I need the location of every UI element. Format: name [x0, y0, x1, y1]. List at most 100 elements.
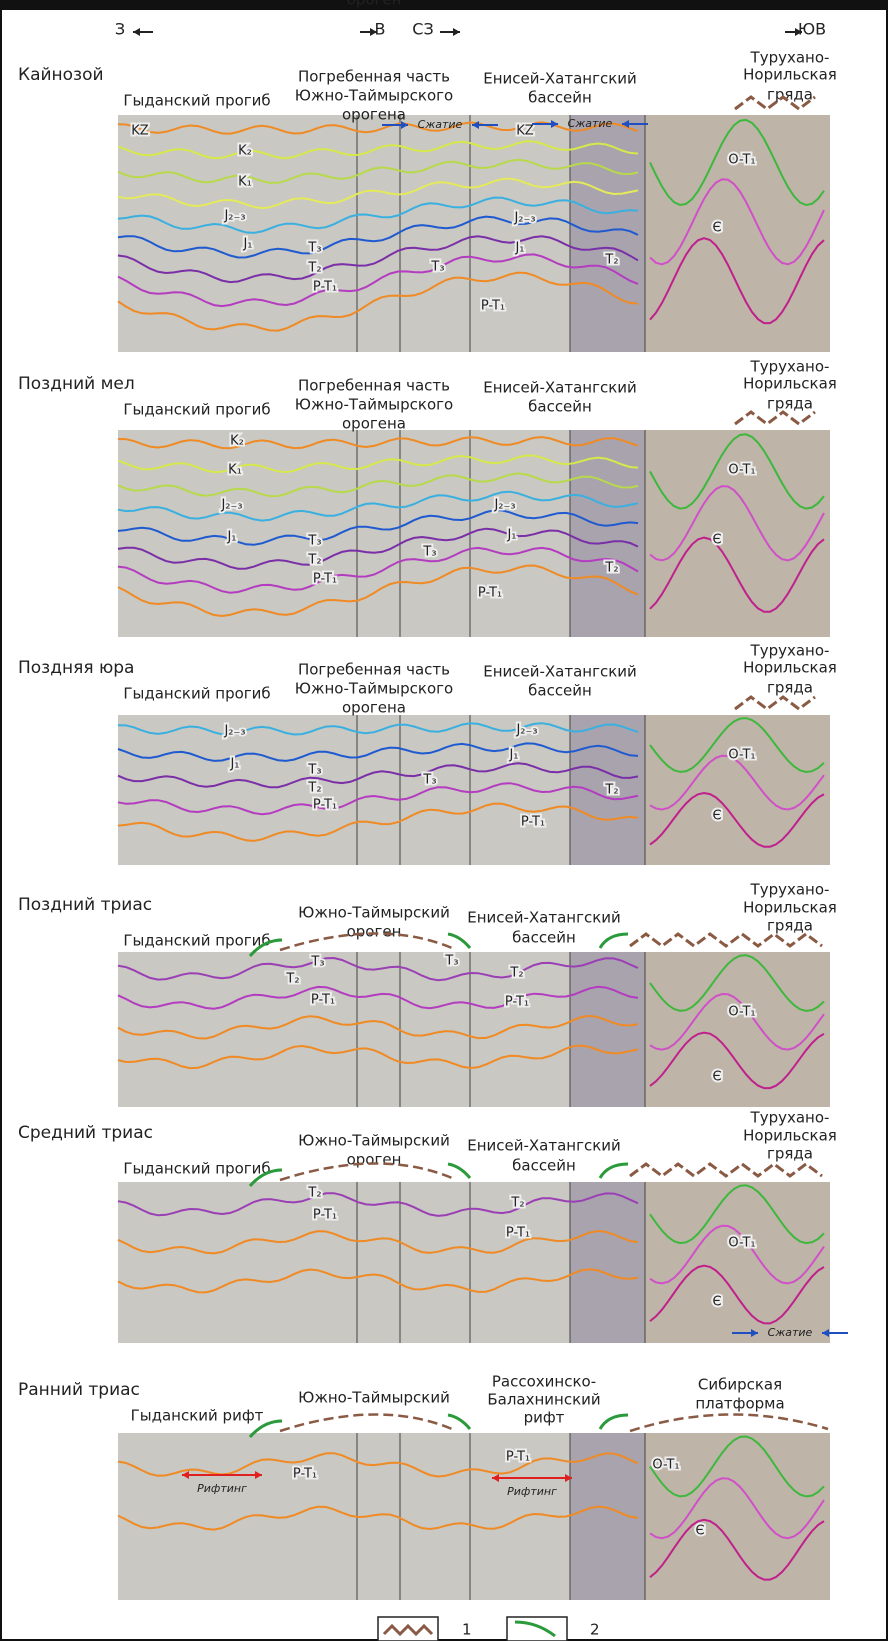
platform-horizon — [649, 791, 825, 848]
arrow-head — [453, 28, 460, 36]
legend-label: 2 — [590, 1621, 600, 1639]
horizon — [117, 1044, 639, 1070]
layer-label: P-T₁ — [481, 299, 505, 314]
region-label: Сибирская — [698, 1376, 782, 1394]
layer-label: J₁ — [514, 241, 524, 256]
layer-label: O-T₁ — [728, 1005, 755, 1020]
horizon — [117, 509, 639, 546]
layer-label: P-T₁ — [506, 1450, 530, 1465]
layer-label: J₂₋₃ — [513, 211, 535, 226]
push-arrow — [598, 932, 629, 949]
seismic-section-right — [645, 430, 830, 637]
note: Рифтинг — [507, 1485, 557, 1498]
ridge-zigzag — [734, 410, 816, 426]
region-label: Южно-Таймырский — [298, 1389, 450, 1407]
horizon — [117, 782, 639, 816]
horizon — [117, 956, 639, 982]
layer-label: T₂ — [510, 1196, 524, 1211]
layer-label: J₁ — [229, 757, 239, 772]
region-label: платформа — [695, 1395, 784, 1413]
layer-label: T₂ — [307, 261, 321, 276]
arrow-head — [822, 1329, 829, 1337]
horizon — [117, 215, 639, 259]
horizon — [117, 271, 639, 332]
horizon — [117, 564, 639, 618]
layer-label: K₁ — [238, 175, 252, 190]
arrow-head — [182, 1471, 189, 1479]
note: Сжатие — [568, 117, 613, 130]
region-label: Южно-Таймырский — [298, 904, 450, 922]
panel-title: Ранний триас — [18, 1380, 140, 1400]
region-label: Турухано- — [750, 358, 830, 376]
region-label: Турухано- — [750, 642, 830, 660]
horizon — [117, 472, 639, 498]
horizon — [117, 546, 639, 594]
region-label: Балахнинский — [487, 1391, 600, 1409]
layer-label: T₂ — [509, 966, 523, 981]
region-label: Южно-Таймырского — [295, 680, 453, 698]
region-label: Турухано- — [750, 1109, 830, 1127]
horizon — [117, 158, 639, 184]
legend-label: 1 — [462, 1621, 472, 1639]
region-label: гряда — [767, 86, 813, 104]
layer-label: J₂₋₃ — [223, 724, 245, 739]
layer-label: T₂ — [604, 561, 618, 576]
region-label: бассейн — [528, 398, 592, 416]
horizon — [117, 1192, 639, 1217]
arrow-head — [795, 28, 802, 36]
seismic-section-mid — [570, 715, 645, 865]
platform-horizon — [649, 1184, 825, 1245]
seismic-section-right — [645, 952, 830, 1107]
push-arrow — [447, 1413, 472, 1430]
arrow-head — [401, 121, 408, 129]
orogen-outline — [279, 1413, 453, 1433]
region-label: Енисей-Хатангский — [467, 909, 621, 927]
region-label: Южно-Таймырского — [295, 87, 453, 105]
region-label: Енисей-Хатангский — [483, 379, 637, 397]
layer-label: P-T₁ — [505, 995, 529, 1010]
horizon — [117, 985, 639, 1010]
layer-label: Є — [712, 809, 721, 824]
note: Рифтинг — [197, 1482, 247, 1495]
region-label: Норильская — [743, 375, 837, 393]
layer-label: P-T₁ — [293, 1467, 317, 1482]
horizon — [117, 454, 639, 474]
seismic-section-mid — [570, 115, 645, 352]
platform-horizon — [649, 1435, 825, 1498]
orogen-outline — [279, 932, 453, 952]
layer-label: T₂ — [307, 553, 321, 568]
push-arrow — [598, 1413, 629, 1430]
platform-horizon — [649, 1518, 825, 1581]
region-label: орогена — [342, 415, 406, 433]
region-label: Норильская — [743, 899, 837, 917]
arrow-head — [133, 28, 140, 36]
region-label: Южно-Таймырский — [298, 1132, 450, 1150]
region-label: Погребенная часть — [298, 377, 450, 395]
push-arrow — [447, 1162, 472, 1179]
region-label: орогена — [342, 699, 406, 717]
layer-label: J₂₋₃ — [220, 498, 242, 513]
region-label: бассейн — [528, 89, 592, 107]
layer-label: T₂ — [307, 1186, 321, 1201]
layer-label: T₃ — [307, 763, 321, 778]
layer-label: T₃ — [430, 260, 444, 275]
direction: В — [375, 20, 386, 39]
horizon — [117, 1014, 639, 1040]
region-label: Гыданский прогиб — [123, 92, 270, 110]
region-label: рифт — [524, 1409, 565, 1427]
layer-label: KZ — [516, 124, 534, 139]
platform-horizon — [649, 237, 825, 325]
region-label: Гыданский прогиб — [123, 1160, 270, 1178]
layer-label: K₂ — [238, 144, 252, 159]
layer-label: O-T₁ — [728, 153, 755, 168]
layer-label: J₁ — [508, 748, 518, 763]
horizon — [117, 177, 639, 210]
region-label: Погребенная часть — [298, 68, 450, 86]
seismic-section-mid — [570, 1182, 645, 1343]
region-label: Турухано- — [750, 881, 830, 899]
horizon — [117, 527, 639, 570]
layer-label: K₂ — [230, 434, 244, 449]
region-label: гряда — [767, 917, 813, 935]
layer-label: K₁ — [228, 463, 242, 478]
